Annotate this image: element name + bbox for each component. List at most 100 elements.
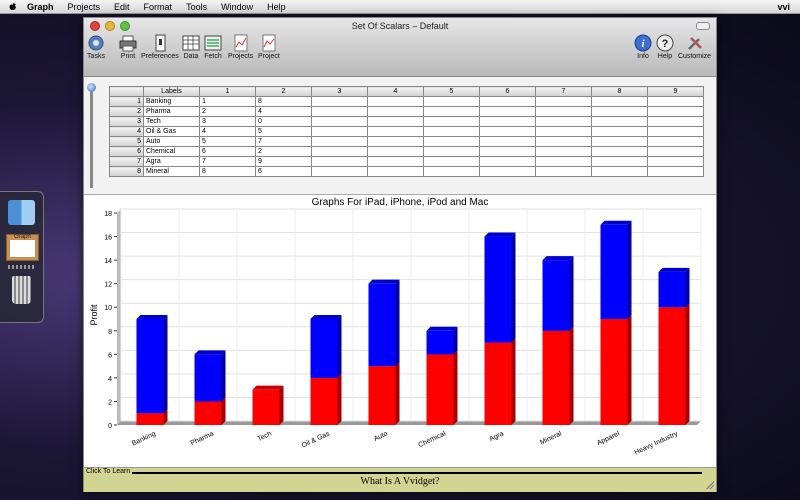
column-header[interactable]: 6: [479, 86, 536, 97]
label-cell[interactable]: Tech: [143, 116, 200, 127]
label-cell[interactable]: Chemical: [143, 146, 200, 157]
value-cell[interactable]: [479, 116, 536, 127]
value-cell[interactable]: 8: [199, 166, 256, 177]
label-cell[interactable]: Agra: [143, 156, 200, 167]
value-cell[interactable]: [311, 166, 368, 177]
value-cell[interactable]: [423, 166, 480, 177]
value-cell[interactable]: [423, 146, 480, 157]
value-cell[interactable]: [311, 96, 368, 107]
value-cell[interactable]: [535, 106, 592, 117]
column-header[interactable]: 4: [367, 86, 424, 97]
value-cell[interactable]: [591, 136, 648, 147]
value-cell[interactable]: [479, 136, 536, 147]
menu-format[interactable]: Format: [143, 1, 173, 12]
value-cell[interactable]: [647, 96, 704, 107]
column-header[interactable]: 9: [647, 86, 704, 97]
value-cell[interactable]: [423, 116, 480, 127]
value-cell[interactable]: [311, 136, 368, 147]
value-cell[interactable]: [479, 156, 536, 167]
row-number[interactable]: 1: [109, 96, 144, 107]
chart-area[interactable]: Graphs For iPad, iPhone, iPod and Mac 0 2 4…: [84, 194, 716, 467]
value-cell[interactable]: 3: [199, 116, 256, 127]
value-cell[interactable]: [647, 116, 704, 127]
menu-graph[interactable]: Graph: [27, 1, 54, 12]
column-header[interactable]: 2: [255, 86, 312, 97]
data-button[interactable]: Data: [182, 34, 200, 60]
toolbar-toggle-button[interactable]: [696, 22, 710, 30]
apple-icon[interactable]: [8, 2, 18, 12]
value-cell[interactable]: [479, 126, 536, 137]
value-cell[interactable]: [591, 146, 648, 157]
value-cell[interactable]: [535, 126, 592, 137]
value-cell[interactable]: 7: [199, 156, 256, 167]
value-cell[interactable]: [367, 126, 424, 137]
value-cell[interactable]: [535, 156, 592, 167]
row-number[interactable]: 3: [109, 116, 144, 127]
value-cell[interactable]: [423, 96, 480, 107]
value-cell[interactable]: [311, 106, 368, 117]
column-header[interactable]: 5: [423, 86, 480, 97]
value-cell[interactable]: [591, 156, 648, 167]
value-cell[interactable]: 7: [255, 136, 312, 147]
value-cell[interactable]: [535, 146, 592, 157]
row-number[interactable]: 7: [109, 156, 144, 167]
what-is-vvidget-link[interactable]: What Is A Vvidget?: [360, 476, 440, 487]
row-number[interactable]: 2: [109, 106, 144, 117]
value-cell[interactable]: [479, 166, 536, 177]
print-button[interactable]: Print: [119, 34, 137, 60]
vertical-slider-knob[interactable]: [87, 83, 96, 92]
graph-app-icon[interactable]: Graph: [6, 234, 39, 261]
finder-icon[interactable]: [8, 200, 35, 225]
value-cell[interactable]: [591, 166, 648, 177]
row-number[interactable]: 4: [109, 126, 144, 137]
info-button[interactable]: i Info: [634, 34, 652, 60]
value-cell[interactable]: [647, 146, 704, 157]
project-button[interactable]: Project: [258, 34, 280, 60]
value-cell[interactable]: [535, 166, 592, 177]
value-cell[interactable]: [311, 126, 368, 137]
value-cell[interactable]: [423, 106, 480, 117]
value-cell[interactable]: [423, 126, 480, 137]
value-cell[interactable]: [311, 146, 368, 157]
value-cell[interactable]: 5: [255, 126, 312, 137]
resize-grip-icon[interactable]: [706, 481, 714, 489]
vertical-slider-track[interactable]: [90, 85, 93, 188]
column-header[interactable]: 7: [535, 86, 592, 97]
value-cell[interactable]: [647, 106, 704, 117]
value-cell[interactable]: [647, 136, 704, 147]
value-cell[interactable]: [535, 116, 592, 127]
value-cell[interactable]: 1: [199, 96, 256, 107]
label-cell[interactable]: Banking: [143, 96, 200, 107]
label-cell[interactable]: Pharma: [143, 106, 200, 117]
label-cell[interactable]: Auto: [143, 136, 200, 147]
value-cell[interactable]: [591, 126, 648, 137]
value-cell[interactable]: [311, 156, 368, 167]
value-cell[interactable]: 0: [255, 116, 312, 127]
projects-button[interactable]: Projects: [228, 34, 253, 60]
value-cell[interactable]: [423, 156, 480, 167]
value-cell[interactable]: [367, 106, 424, 117]
labels-header[interactable]: Labels: [143, 86, 200, 97]
column-header[interactable]: 3: [311, 86, 368, 97]
row-number[interactable]: 8: [109, 166, 144, 177]
customize-button[interactable]: Customize: [678, 34, 711, 60]
help-button[interactable]: ? Help: [656, 34, 674, 60]
value-cell[interactable]: 2: [199, 106, 256, 117]
menu-tools[interactable]: Tools: [186, 1, 208, 12]
value-cell[interactable]: [367, 136, 424, 147]
value-cell[interactable]: 6: [255, 166, 312, 177]
value-cell[interactable]: [367, 156, 424, 167]
value-cell[interactable]: [535, 96, 592, 107]
fetch-button[interactable]: Fetch: [204, 34, 222, 60]
close-button[interactable]: [90, 21, 100, 31]
minimize-button[interactable]: [105, 21, 115, 31]
value-cell[interactable]: [479, 96, 536, 107]
menu-window[interactable]: Window: [221, 1, 254, 12]
value-cell[interactable]: [367, 96, 424, 107]
label-cell[interactable]: Oil & Gas: [143, 126, 200, 137]
column-header[interactable]: 1: [199, 86, 256, 97]
column-header[interactable]: 8: [591, 86, 648, 97]
value-cell[interactable]: [423, 136, 480, 147]
value-cell[interactable]: [647, 166, 704, 177]
value-cell[interactable]: [367, 146, 424, 157]
